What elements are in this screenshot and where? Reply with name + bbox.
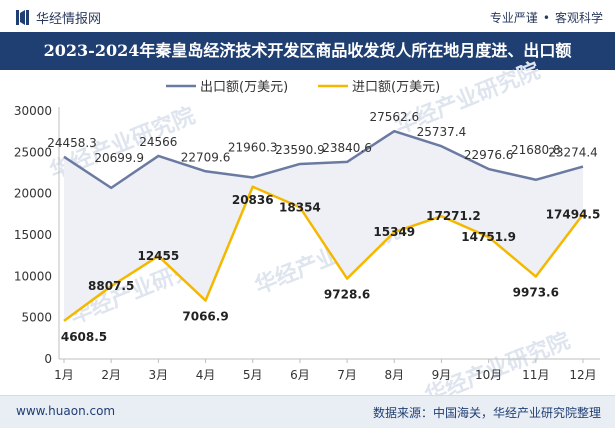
legend-import-label: 进口额(万美元) — [352, 80, 440, 95]
y-tick-label: 15000 — [14, 228, 52, 242]
import-data-label: 14751.9 — [461, 230, 516, 244]
export-data-label: 22976.6 — [464, 148, 514, 162]
export-data-label: 27562.6 — [369, 110, 419, 124]
import-data-label: 9728.6 — [324, 288, 370, 302]
tagline-right: 客观科学 — [554, 11, 603, 25]
export-series-line — [63, 129, 584, 190]
watermark-text: 华经产业研究院 — [391, 58, 544, 140]
import-data-label: 8807.5 — [88, 279, 134, 293]
y-tick-label: 30000 — [14, 104, 52, 118]
x-tick-label: 10月 — [475, 368, 502, 382]
export-data-label: 21680.8 — [511, 143, 561, 157]
export-data-label: 23840.6 — [322, 141, 372, 155]
brand-name: 华经情报网 — [36, 12, 102, 27]
x-tick-label: 12月 — [569, 368, 596, 382]
footer-source: 数据来源：中国海关，华经产业研究院整理 — [372, 406, 601, 420]
chart-title: 2023-2024年秦皇岛经济技术开发区商品收发货人所在地月度进、出口额 — [0, 32, 615, 70]
import-data-label: 17271.2 — [426, 209, 481, 223]
x-tick-label: 2月 — [101, 368, 121, 382]
export-data-label: 23274.4 — [548, 146, 598, 160]
y-tick-label: 25000 — [14, 145, 52, 159]
export-data-label: 21960.3 — [228, 140, 278, 154]
x-tick-label: 6月 — [290, 368, 310, 382]
import-data-label: 17494.5 — [546, 207, 601, 221]
export-data-label: 22709.6 — [181, 150, 231, 164]
import-data-label: 4608.5 — [61, 330, 107, 344]
tagline-left: 专业严谨 — [489, 11, 538, 25]
footer: www.huaon.com 数据来源：中国海关，华经产业研究院整理 — [0, 395, 615, 428]
y-tick-label: 5000 — [21, 311, 52, 325]
export-data-label: 24566 — [139, 135, 177, 149]
x-tick-label: 9月 — [432, 368, 452, 382]
footer-url[interactable]: www.huaon.com — [16, 404, 116, 418]
import-data-label: 9973.6 — [513, 286, 559, 300]
y-tick-label: 10000 — [14, 269, 52, 283]
import-data-label: 7066.9 — [182, 310, 228, 324]
x-tick-label: 3月 — [149, 368, 169, 382]
brand-logo-icon — [16, 10, 29, 25]
top-bar: 华经情报网 专业严谨 • 客观科学 — [0, 0, 615, 32]
tagline-dot: • — [542, 11, 550, 25]
export-data-label: 25737.4 — [417, 125, 467, 139]
watermark-text: 华经产业研究院 — [421, 328, 574, 395]
x-tick-label: 4月 — [196, 368, 216, 382]
tagline: 专业严谨 • 客观科学 — [490, 9, 603, 26]
legend-export-label: 出口额(万美元) — [200, 80, 288, 95]
import-data-label: 18354 — [279, 200, 321, 214]
import-series-line — [63, 185, 584, 322]
export-data-label: 23590.9 — [275, 143, 325, 157]
x-tick-label: 7月 — [337, 368, 357, 382]
y-tick-label: 0 — [44, 352, 52, 366]
y-tick-label: 20000 — [14, 187, 52, 201]
export-import-gap-area — [64, 131, 583, 321]
import-data-label: 20836 — [232, 193, 274, 207]
x-tick-label: 11月 — [522, 368, 549, 382]
x-tick-label: 5月 — [243, 368, 263, 382]
export-data-label: 20699.9 — [94, 151, 144, 165]
x-tick-label: 8月 — [384, 368, 404, 382]
import-data-label: 12455 — [137, 249, 179, 263]
export-data-label: 24458.3 — [47, 136, 97, 150]
import-data-label: 15349 — [373, 225, 415, 239]
x-tick-label: 1月 — [54, 368, 74, 382]
